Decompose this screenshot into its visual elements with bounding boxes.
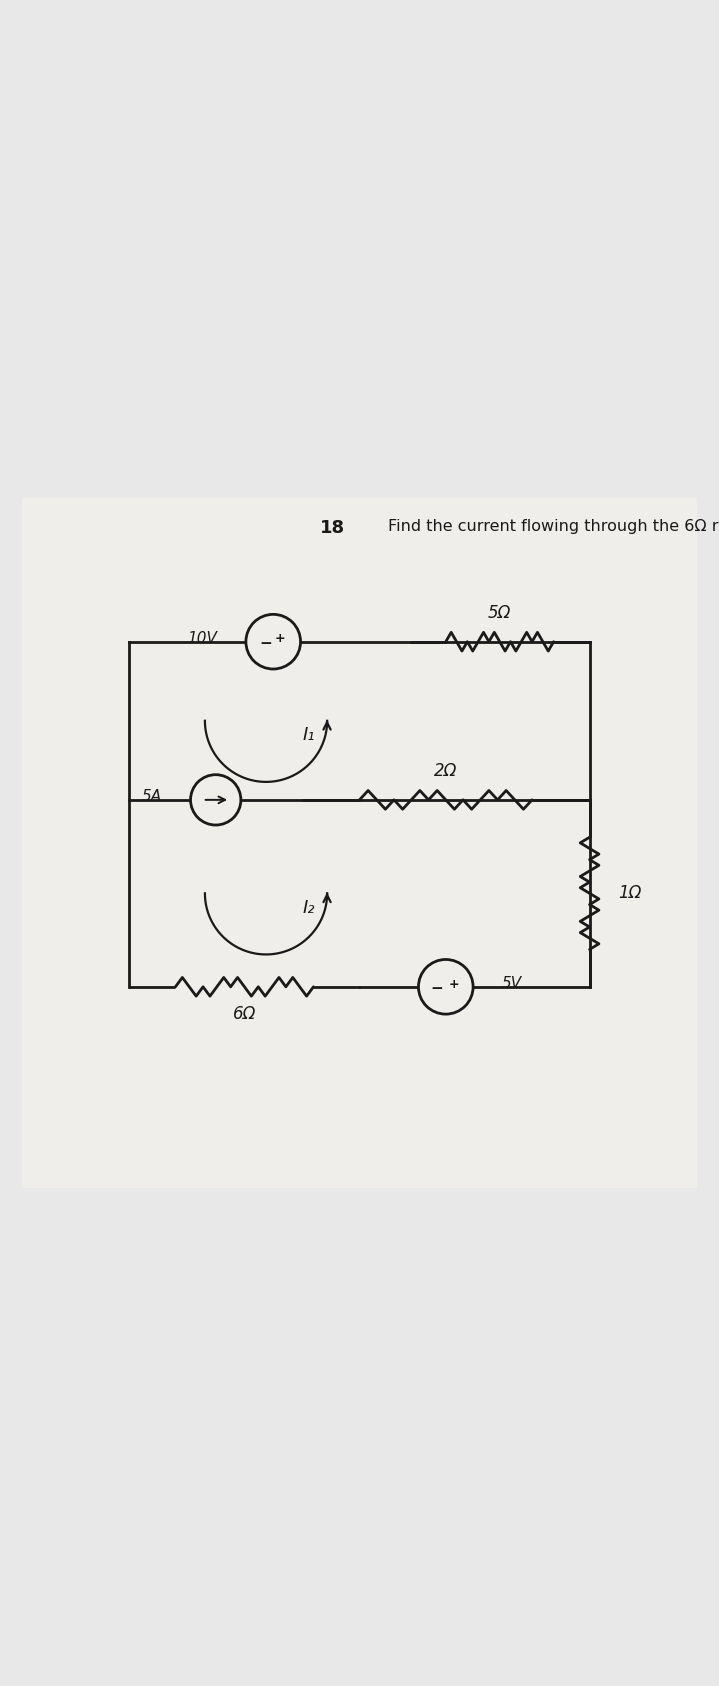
Text: 6Ω: 6Ω [233, 1005, 256, 1023]
Text: I₁: I₁ [303, 727, 316, 744]
Circle shape [246, 614, 301, 669]
Text: I₂: I₂ [303, 899, 316, 917]
Text: 5Ω: 5Ω [488, 604, 511, 622]
Circle shape [191, 774, 241, 824]
Circle shape [418, 959, 473, 1013]
Text: 2Ω: 2Ω [434, 762, 457, 779]
Text: 5V: 5V [502, 976, 522, 991]
Text: 10V: 10V [187, 631, 217, 646]
Text: 18: 18 [320, 519, 345, 538]
Text: 5A: 5A [142, 789, 162, 804]
Text: Find the current flowing through the 6Ω resistor using the Mesh Analysis.: Find the current flowing through the 6Ω … [388, 519, 719, 534]
Text: +: + [275, 632, 285, 646]
Text: 1Ω: 1Ω [618, 885, 642, 902]
Text: −: − [431, 981, 444, 996]
Text: +: + [449, 978, 459, 991]
Text: −: − [260, 636, 273, 651]
